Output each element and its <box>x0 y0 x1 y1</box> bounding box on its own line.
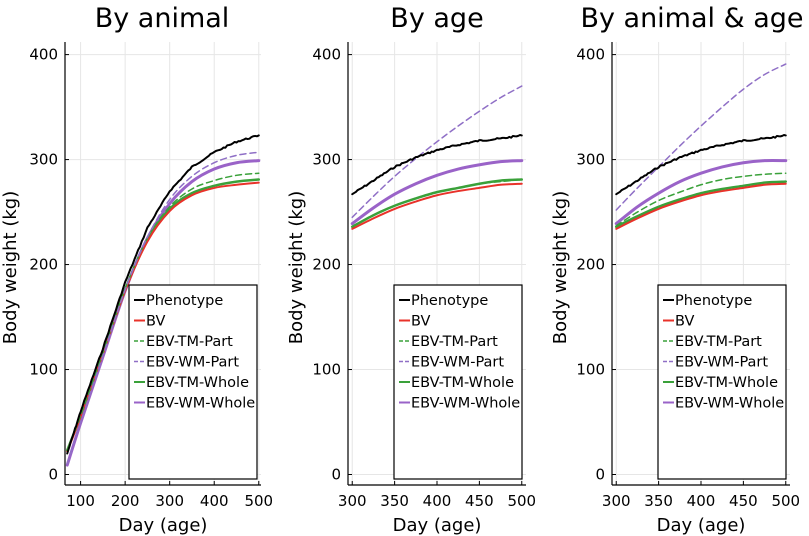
y-tick-label: 300 <box>312 151 341 169</box>
series-line-phenotype <box>351 134 523 196</box>
series-lines <box>350 85 524 230</box>
x-axis-label: Day (age) <box>657 515 746 536</box>
y-tick-label: 0 <box>331 466 341 484</box>
legend-label: EBV-TM-Whole <box>146 375 249 391</box>
y-tick-label: 100 <box>312 361 341 379</box>
y-tick-label: 100 <box>29 361 58 379</box>
legend: Phenotype BV EBV-TM-Part EBV-WM-Part EBV-TM-… <box>128 284 258 480</box>
y-tick-label: 300 <box>29 151 58 169</box>
series-line-ebv-wm-whole <box>614 158 788 226</box>
legend-label: EBV-WM-Whole <box>411 396 520 412</box>
series-line-phenotype <box>66 134 260 455</box>
x-tick-label: 300 <box>155 492 184 510</box>
y-tick-label: 200 <box>29 256 58 274</box>
legend-label: EBV-TM-Whole <box>675 375 778 391</box>
x-tick-label: 500 <box>771 492 800 510</box>
series-line-phenotype <box>615 134 787 196</box>
series-line-ebv-tm-part <box>66 172 260 452</box>
series-line-ebv-tm-whole <box>614 180 788 229</box>
y-axis-label: Body weight (kg) <box>0 191 21 344</box>
x-tick-label: 400 <box>200 492 229 510</box>
x-tick-label: 200 <box>111 492 140 510</box>
x-tick-label: 450 <box>465 492 494 510</box>
y-tick-label: 400 <box>312 46 341 64</box>
legend-label: Phenotype <box>411 293 488 309</box>
legend: Phenotype BV EBV-TM-Part EBV-WM-Part EBV-TM-… <box>657 284 787 480</box>
legend-label: EBV-WM-Whole <box>146 396 255 412</box>
y-tick-label: 100 <box>576 361 605 379</box>
series-lines <box>614 63 788 230</box>
x-tick-label: 500 <box>507 492 536 510</box>
legend-label: BV <box>675 314 695 330</box>
legend-label: EBV-TM-Part <box>146 334 233 350</box>
legend-label: EBV-TM-Whole <box>411 375 514 391</box>
legend-box <box>657 284 787 480</box>
series-line-ebv-wm-whole <box>350 159 524 226</box>
x-tick-label: 400 <box>687 492 716 510</box>
legend-box <box>128 284 258 480</box>
legend-label: BV <box>146 314 166 330</box>
x-tick-label: 300 <box>338 492 367 510</box>
series-line-bv <box>351 182 523 230</box>
series-line-ebv-tm-part <box>351 178 523 228</box>
x-tick-label: 300 <box>602 492 631 510</box>
series-line-ebv-wm-part <box>351 85 523 219</box>
legend-label: Phenotype <box>146 293 223 309</box>
x-tick-label: 450 <box>729 492 758 510</box>
legend-label: EBV-WM-Whole <box>675 396 784 412</box>
legend-label: EBV-WM-Part <box>411 355 504 371</box>
y-tick-label: 200 <box>576 256 605 274</box>
legend-label: EBV-TM-Part <box>411 334 498 350</box>
y-tick-label: 0 <box>48 466 58 484</box>
legend-label: EBV-TM-Part <box>675 334 762 350</box>
x-axis-label: Day (age) <box>119 515 208 536</box>
legend: Phenotype BV EBV-TM-Part EBV-WM-Part EBV-TM-… <box>393 284 523 480</box>
chart-panel-3: 300 350 400 450 500 0 100 200 300 400 By animal & … <box>550 3 804 536</box>
y-tick-label: 0 <box>595 466 605 484</box>
y-tick-label: 300 <box>576 151 605 169</box>
y-axis-label: Body weight (kg) <box>286 191 307 344</box>
legend-label: Phenotype <box>675 293 752 309</box>
series-line-ebv-tm-part <box>615 172 787 227</box>
y-tick-label: 400 <box>576 46 605 64</box>
y-tick-label: 400 <box>29 46 58 64</box>
x-tick-label: 350 <box>380 492 409 510</box>
x-tick-label: 400 <box>423 492 452 510</box>
chart-title: By animal <box>95 3 230 34</box>
legend-label: EBV-WM-Part <box>146 355 239 371</box>
chart-title: By age <box>390 3 483 34</box>
chart-panel-1: 100 200 300 400 500 0 100 200 300 400 By animal Day… <box>0 3 273 536</box>
x-tick-label: 100 <box>66 492 95 510</box>
chart-title: By animal & age <box>580 3 803 34</box>
series-lines <box>65 134 261 467</box>
legend-label: BV <box>411 314 431 330</box>
chart-panel-2: 300 350 400 450 500 0 100 200 300 400 By age Day (a… <box>286 3 536 536</box>
x-tick-label: 350 <box>644 492 673 510</box>
series-line-ebv-wm-part <box>66 151 260 465</box>
legend-label: EBV-WM-Part <box>675 355 768 371</box>
x-axis-label: Day (age) <box>393 515 482 536</box>
series-line-bv <box>615 182 787 230</box>
series-line-ebv-wm-part <box>615 63 787 211</box>
legend-box <box>393 284 523 480</box>
y-tick-label: 200 <box>312 256 341 274</box>
y-axis-label: Body weight (kg) <box>550 191 571 344</box>
x-tick-label: 500 <box>244 492 273 510</box>
